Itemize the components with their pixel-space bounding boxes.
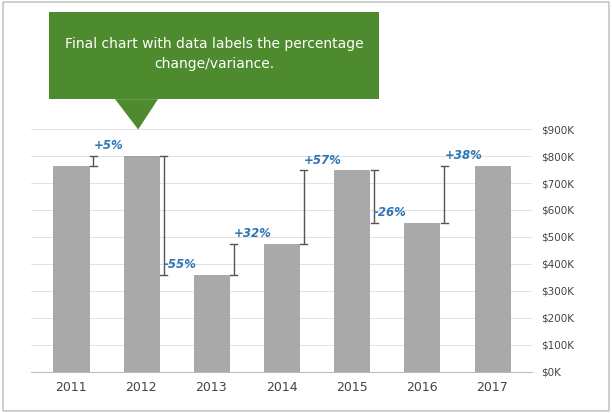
Text: Final chart with data labels the percentage
change/variance.: Final chart with data labels the percent… — [65, 37, 364, 71]
Text: +57%: +57% — [304, 154, 342, 166]
Text: +5%: +5% — [94, 139, 123, 152]
Polygon shape — [115, 99, 158, 130]
Bar — [334, 170, 369, 372]
Bar — [124, 156, 159, 372]
Bar — [405, 223, 439, 372]
Bar — [194, 275, 229, 372]
Text: +32%: +32% — [234, 227, 272, 240]
Bar — [53, 166, 89, 372]
FancyBboxPatch shape — [35, 9, 393, 102]
Text: Annual Revenue Trend: Annual Revenue Trend — [188, 81, 375, 99]
Text: +38%: +38% — [444, 149, 482, 162]
Text: -55%: -55% — [163, 258, 196, 271]
Bar — [264, 244, 299, 372]
Bar — [474, 166, 510, 372]
Text: -26%: -26% — [374, 206, 407, 219]
